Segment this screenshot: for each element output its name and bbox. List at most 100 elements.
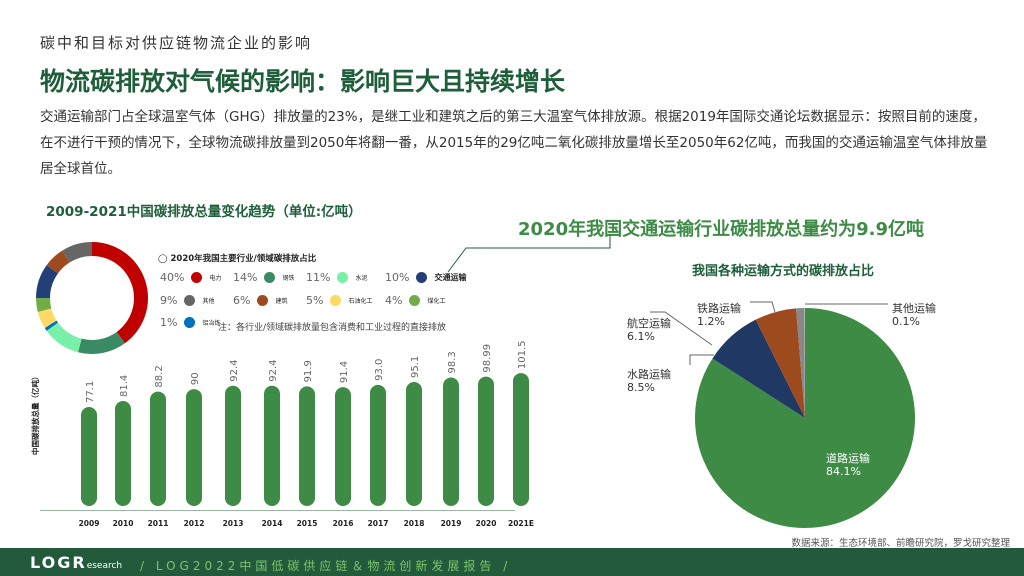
leader-line — [689, 354, 714, 365]
bar-value-label: 77.1 — [85, 381, 96, 403]
page-title: 物流碳排放对气候的影响：影响巨大且持续增长 — [40, 67, 566, 96]
bar-2015 — [299, 386, 315, 506]
legend-label: 石油化工 — [348, 298, 373, 305]
pie-chart-title: 我国各种运输方式的碳排放占比 — [692, 264, 875, 279]
x-tick-label: 2011 — [148, 519, 169, 528]
legend-pct: 11% — [306, 271, 331, 284]
legend-item: 1% 铝冶炼 — [160, 316, 220, 329]
bar-2009 — [81, 407, 97, 506]
callout-line — [447, 235, 611, 273]
pie-slice-其他运输 — [804, 308, 805, 418]
donut-title-text: 2020年我国主要行业/领域碳排放占比 — [170, 254, 317, 264]
pie-label: 道路运输 — [826, 451, 870, 465]
bar-2012 — [186, 389, 202, 506]
legend-label: 电力 — [209, 275, 222, 282]
x-tick-label: 2010 — [113, 519, 134, 528]
logo-text: LOGR — [30, 553, 87, 572]
legend-pct: 10% — [385, 271, 410, 284]
pie-pct: 84.1% — [826, 465, 861, 478]
x-tick-label: 2015 — [297, 519, 318, 528]
donut-slice-电力 — [92, 242, 149, 344]
legend-dot-icon — [337, 272, 349, 283]
bar-2010 — [115, 401, 131, 506]
legend-label: 铝冶炼 — [202, 320, 221, 327]
legend-label: 交通运输 — [434, 273, 467, 282]
leader-line — [650, 311, 713, 346]
legend-dot-icon — [416, 272, 428, 283]
legend-pct: 5% — [306, 294, 324, 307]
intro-paragraph: 交通运输部门占全球温室气体（GHG）排放量的23%，是继工业和建筑之后的第三大温… — [40, 109, 988, 177]
bar-value-label: 92.4 — [229, 359, 240, 381]
bar-value-label: 98.99 — [482, 344, 493, 373]
pie-slice-航空运输 — [755, 308, 805, 418]
donut-note: 注：各行业/领域碳排放量包含消费和工业过程的直接排放 — [218, 323, 447, 333]
legend-dot-icon — [257, 295, 269, 306]
legend-pct: 4% — [385, 294, 403, 307]
legend-dot-icon — [264, 272, 276, 283]
legend-item: 40% 电力 — [160, 271, 221, 284]
legend-pct: 40% — [160, 271, 185, 284]
data-source: 数据来源：生态环境部、前瞻研究院，罗戈研究整理 — [791, 538, 1010, 549]
legend-label: 钢铁 — [282, 275, 295, 282]
bar-2019 — [443, 377, 459, 506]
legend-item: 9% 其他 — [160, 294, 214, 307]
bar-value-label: 91.9 — [303, 360, 314, 382]
bar-chart-title: 2009-2021中国碳排放总量变化趋势（单位:亿吨） — [46, 204, 362, 220]
legend-dot-icon — [184, 317, 196, 328]
legend-pct: 6% — [233, 294, 251, 307]
pie-pct: 6.1% — [627, 330, 655, 343]
x-tick-label: 2019 — [441, 519, 462, 528]
pie-label: 水路运输 — [627, 367, 671, 381]
logo: LOGResearch — [30, 553, 122, 572]
legend-dot-icon — [330, 295, 342, 306]
x-axis-line — [40, 510, 515, 511]
legend-pct: 14% — [233, 271, 258, 284]
donut-slice-水泥 — [46, 322, 82, 353]
x-tick-label: 2012 — [184, 519, 205, 528]
bar-2017 — [370, 384, 386, 506]
footer-bar — [0, 548, 1024, 576]
legend-item: 11% 水泥 — [306, 271, 367, 284]
bar-2020 — [478, 376, 494, 506]
pie-slice-铁路运输 — [796, 308, 805, 418]
legend-item: 4% 煤化工 — [385, 294, 445, 307]
x-tick-label: 2016 — [333, 519, 354, 528]
bar-2014 — [264, 385, 280, 506]
bar-2021E — [513, 373, 529, 506]
legend-item: 5% 石油化工 — [306, 294, 372, 307]
footer-text: / LOG2022中国低碳供应链＆物流创新发展报告 / — [140, 559, 512, 573]
highlight-text: 2020年我国交通运输行业碳排放总量约为9.9亿吨 — [518, 219, 924, 240]
donut-slice-石油化工 — [37, 308, 57, 329]
bar-value-label: 88.2 — [154, 365, 165, 387]
pie-slice-水路运输 — [712, 319, 805, 418]
bar-2013 — [225, 385, 241, 506]
legend-label: 其他 — [202, 298, 215, 305]
section-kicker: 碳中和目标对供应链物流企业的影响 — [40, 34, 313, 52]
bar-2011 — [150, 391, 166, 506]
legend-label: 煤化工 — [427, 298, 446, 305]
donut-slice-钢铁 — [78, 331, 125, 354]
legend-label: 水泥 — [355, 275, 368, 282]
legend-item: 6% 建筑 — [233, 294, 287, 307]
bar-value-label: 81.4 — [119, 375, 130, 397]
donut-slice-铝冶炼 — [44, 320, 59, 331]
donut-slice-建筑 — [46, 250, 70, 274]
donut-slice-其他 — [61, 242, 92, 263]
logo-sub: esearch — [86, 561, 123, 571]
pie-label: 航空运输 — [627, 316, 671, 330]
leader-line — [750, 301, 776, 313]
bar-value-label: 92.4 — [268, 359, 279, 381]
legend-pct: 9% — [160, 294, 178, 307]
legend-pct: 1% — [160, 316, 178, 329]
legend-label: 建筑 — [275, 298, 288, 305]
bar-2018 — [406, 381, 422, 506]
legend-dot-icon — [184, 295, 196, 306]
x-tick-label: 2018 — [404, 519, 425, 528]
bar-value-label: 91.4 — [339, 361, 350, 383]
bar-value-label: 101.5 — [517, 340, 528, 369]
pie-pct: 8.5% — [627, 381, 655, 394]
x-tick-label: 2021E — [508, 519, 534, 528]
pie-label: 其他运输 — [892, 301, 936, 315]
y-axis-label: 中国碳排放总量（亿吨） — [31, 372, 40, 456]
